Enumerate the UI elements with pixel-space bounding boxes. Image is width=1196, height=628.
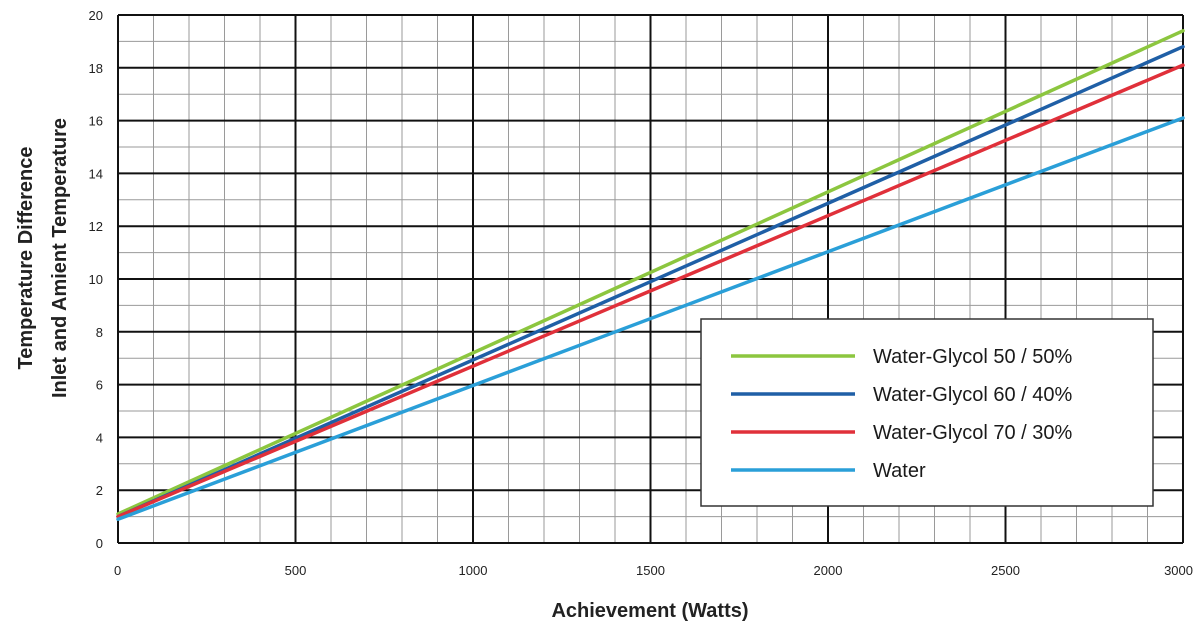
y-tick-label: 20 [89, 8, 103, 23]
x-tick-label: 1000 [459, 563, 488, 578]
legend: Water-Glycol 50 / 50% Water-Glycol 60 / 4… [700, 318, 1154, 507]
series-lines [116, 29, 1185, 521]
x-tick-label: 2000 [814, 563, 843, 578]
x-tick-label: 500 [285, 563, 307, 578]
y-tick-label: 4 [96, 430, 103, 445]
legend-label: Water-Glycol 60 / 40% [873, 384, 1073, 406]
y-tick-label: 18 [89, 61, 103, 76]
y-tick-label: 6 [96, 378, 103, 393]
y-tick-label: 2 [96, 483, 103, 498]
x-tick-label: 0 [114, 563, 121, 578]
x-tick-label: 3000 [1164, 563, 1193, 578]
y-axis-title-line2: Inlet and Amient Temperature [49, 118, 71, 398]
y-tick-label: 0 [96, 536, 103, 551]
legend-label: Water-Glycol 70 / 30% [873, 422, 1073, 444]
y-tick-label: 12 [89, 219, 103, 234]
y-axis-ticks: 0 2 4 6 8 10 12 14 16 18 20 [89, 8, 103, 551]
y-tick-label: 16 [89, 114, 103, 129]
series-line [116, 116, 1185, 521]
x-axis-title: Achievement (Watts) [551, 600, 748, 622]
y-tick-label: 8 [96, 325, 103, 340]
legend-label: Water [873, 460, 926, 482]
series-line [116, 44, 1185, 519]
y-tick-label: 14 [89, 166, 103, 181]
x-axis-ticks: 0 500 1000 1500 2000 2500 3000 [114, 563, 1193, 578]
y-axis-title: Temperature Difference Inlet and Amient … [15, 118, 71, 398]
series-line [116, 29, 1185, 516]
series-line [116, 63, 1185, 519]
y-axis-title-line1: Temperature Difference [15, 146, 37, 369]
legend-label: Water-Glycol 50 / 50% [873, 346, 1073, 368]
x-tick-label: 1500 [636, 563, 665, 578]
x-tick-label: 2500 [991, 563, 1020, 578]
legend-box [700, 318, 1154, 507]
y-tick-label: 10 [89, 272, 103, 287]
